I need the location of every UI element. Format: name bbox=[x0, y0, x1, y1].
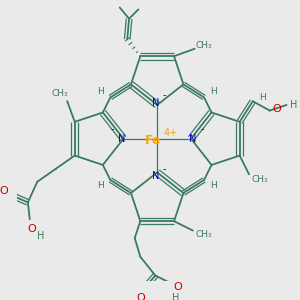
Text: H: H bbox=[98, 181, 104, 190]
Text: -: - bbox=[163, 164, 166, 174]
Text: O: O bbox=[27, 224, 36, 234]
Text: N: N bbox=[118, 134, 125, 144]
Text: O: O bbox=[0, 186, 8, 196]
Text: N: N bbox=[189, 134, 196, 144]
Text: H: H bbox=[210, 87, 217, 96]
Text: -: - bbox=[110, 124, 114, 134]
Text: H: H bbox=[210, 181, 217, 190]
Text: O: O bbox=[136, 293, 145, 300]
Text: Fe: Fe bbox=[145, 134, 162, 147]
Text: -: - bbox=[163, 91, 166, 100]
Text: CH₃: CH₃ bbox=[51, 89, 68, 98]
Text: H: H bbox=[98, 87, 104, 96]
Text: CH₃: CH₃ bbox=[196, 41, 212, 50]
Text: N: N bbox=[152, 171, 159, 181]
Text: CH₃: CH₃ bbox=[196, 230, 212, 239]
Text: N: N bbox=[152, 98, 159, 108]
Text: H: H bbox=[172, 293, 180, 300]
Text: CH₃: CH₃ bbox=[252, 176, 268, 184]
Text: O: O bbox=[173, 282, 182, 292]
Text: O: O bbox=[273, 104, 281, 114]
Text: 4+: 4+ bbox=[163, 128, 177, 138]
Text: H: H bbox=[37, 231, 45, 241]
Text: -: - bbox=[200, 124, 204, 134]
Text: H: H bbox=[290, 100, 298, 110]
Text: H: H bbox=[259, 93, 266, 102]
